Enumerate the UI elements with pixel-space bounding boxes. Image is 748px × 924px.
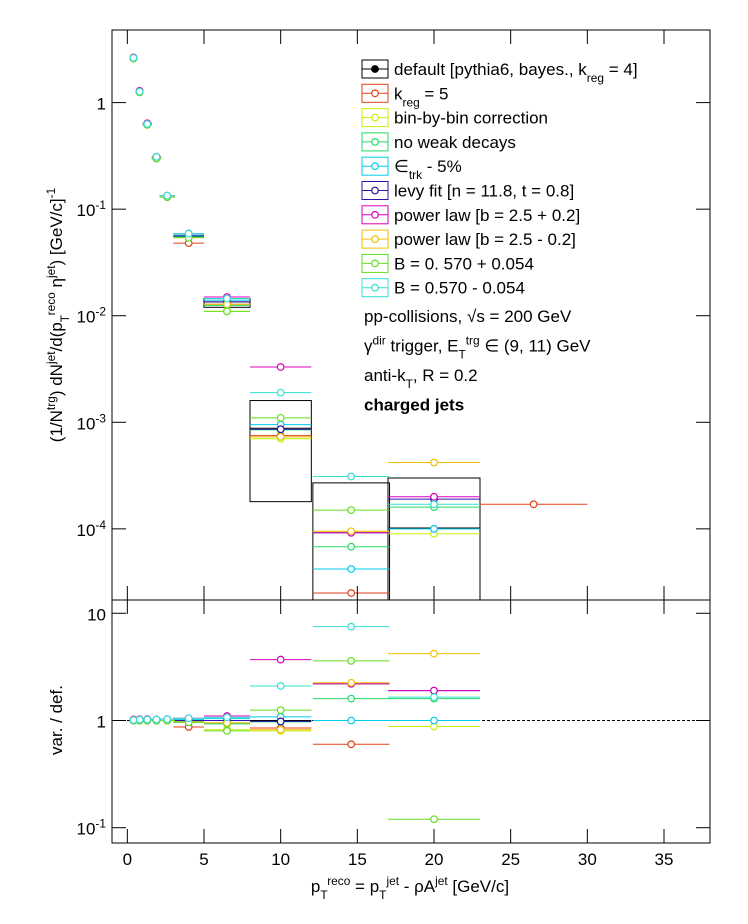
marker	[276, 363, 285, 371]
marker	[430, 693, 438, 702]
marker	[347, 472, 356, 481]
marker	[430, 492, 438, 501]
marker	[276, 706, 285, 715]
axes: 10-4 10-3 10-2 10-1 1 default [pythia6, bayes…	[77, 30, 710, 869]
legend-label: B = 0.570 - 0.054	[394, 279, 525, 298]
marker	[430, 815, 438, 824]
marker	[430, 649, 438, 658]
legend-marker	[371, 210, 379, 219]
x-tick-label: 10	[271, 850, 290, 869]
marker	[347, 565, 356, 573]
marker	[163, 191, 172, 200]
x-tick-label: 0	[123, 850, 132, 869]
legend-label: levy fit [n = 11.8, t = 0.8]	[394, 182, 574, 201]
legend-label: B = 0. 570 + 0.054	[394, 254, 534, 273]
marker	[276, 655, 285, 664]
marker	[223, 726, 231, 735]
y-axis-label: (1/Ntrg) dNjet/d(pTreco ηjet) [GeV/c]-1	[44, 187, 72, 442]
marker	[184, 229, 193, 238]
marker	[223, 294, 231, 303]
x-tick-label: 35	[655, 850, 674, 869]
marker	[431, 624, 438, 631]
legend-label: power law [b = 2.5 + 0.2]	[394, 206, 580, 225]
bottom-frame	[111, 599, 711, 844]
y-axis-label: var. / def.	[47, 685, 66, 755]
marker	[276, 432, 285, 441]
top-plot	[129, 53, 588, 631]
marker	[430, 458, 438, 467]
y-tick-label: 10-3	[77, 411, 107, 433]
legend-marker	[371, 259, 379, 268]
legend-label: default [pythia6, bayes., kreg = 4]	[394, 60, 638, 85]
marker	[276, 682, 285, 690]
legend-marker	[371, 162, 379, 171]
y-tick-label: 10-4	[77, 518, 107, 540]
marker	[347, 589, 356, 597]
y-tick-label: 10-1	[77, 198, 107, 220]
legend-marker	[371, 137, 379, 146]
marker	[223, 307, 231, 316]
marker	[430, 716, 438, 725]
x-tick-label: 15	[348, 850, 367, 869]
legend-label: no weak decays	[394, 133, 516, 152]
y-tick-label: 1	[97, 712, 106, 731]
annotation: charged jets	[364, 396, 464, 415]
marker	[135, 715, 144, 724]
marker	[152, 152, 161, 161]
legend-marker	[371, 235, 379, 244]
marker	[347, 542, 356, 551]
marker	[430, 500, 438, 509]
legend-marker	[371, 283, 379, 292]
legend-marker	[371, 186, 379, 195]
x-axis-label: pTreco = pTjet - ρAjet [GeV/c]	[311, 874, 509, 902]
marker	[143, 120, 152, 128]
marker	[276, 388, 285, 397]
y-tick-label: 10-1	[77, 817, 107, 839]
annotation: pp-collisions, √s = 200 GeV	[364, 307, 572, 326]
marker	[163, 715, 172, 724]
marker	[347, 622, 356, 631]
marker	[347, 506, 356, 514]
marker	[223, 713, 231, 722]
marker	[276, 717, 285, 726]
y-tick-label: 10	[87, 605, 106, 624]
sys-box	[249, 400, 312, 503]
x-tick-label: 5	[199, 850, 208, 869]
sys-box	[312, 482, 391, 600]
x-tick-label: 20	[425, 850, 444, 869]
marker	[430, 686, 438, 695]
legend-marker	[371, 65, 379, 73]
x-tick-label: 30	[578, 850, 597, 869]
marker	[347, 716, 356, 725]
marker	[347, 740, 356, 749]
marker	[276, 425, 285, 434]
bottom-plot	[112, 622, 710, 824]
legend-marker	[371, 89, 379, 98]
marker	[347, 527, 356, 536]
marker	[276, 413, 285, 422]
y-tick-label: 1	[97, 95, 106, 114]
marker	[143, 715, 152, 724]
legend-label: kreg = 5	[394, 84, 449, 109]
marker	[129, 53, 138, 62]
marker	[347, 656, 356, 665]
legend-label: power law [b = 2.5 - 0.2]	[394, 230, 576, 249]
annotation: anti-kT, R = 0.2	[364, 366, 478, 391]
marker	[135, 87, 144, 96]
annotation: γdir trigger, ETtrg ∈ (9, 11) GeV	[364, 334, 591, 362]
legend-label: ∈trk - 5%	[394, 157, 462, 182]
marker	[276, 725, 285, 734]
legend-label: bin-by-bin correction	[394, 109, 548, 128]
marker	[347, 694, 356, 703]
sys-box	[387, 477, 481, 600]
marker	[347, 678, 356, 687]
legend-marker	[371, 113, 379, 122]
marker	[430, 524, 438, 533]
x-tick-label: 25	[501, 850, 520, 869]
marker	[184, 714, 193, 723]
marker	[152, 715, 161, 724]
y-tick-label: 10-2	[77, 305, 107, 327]
marker	[529, 500, 538, 509]
